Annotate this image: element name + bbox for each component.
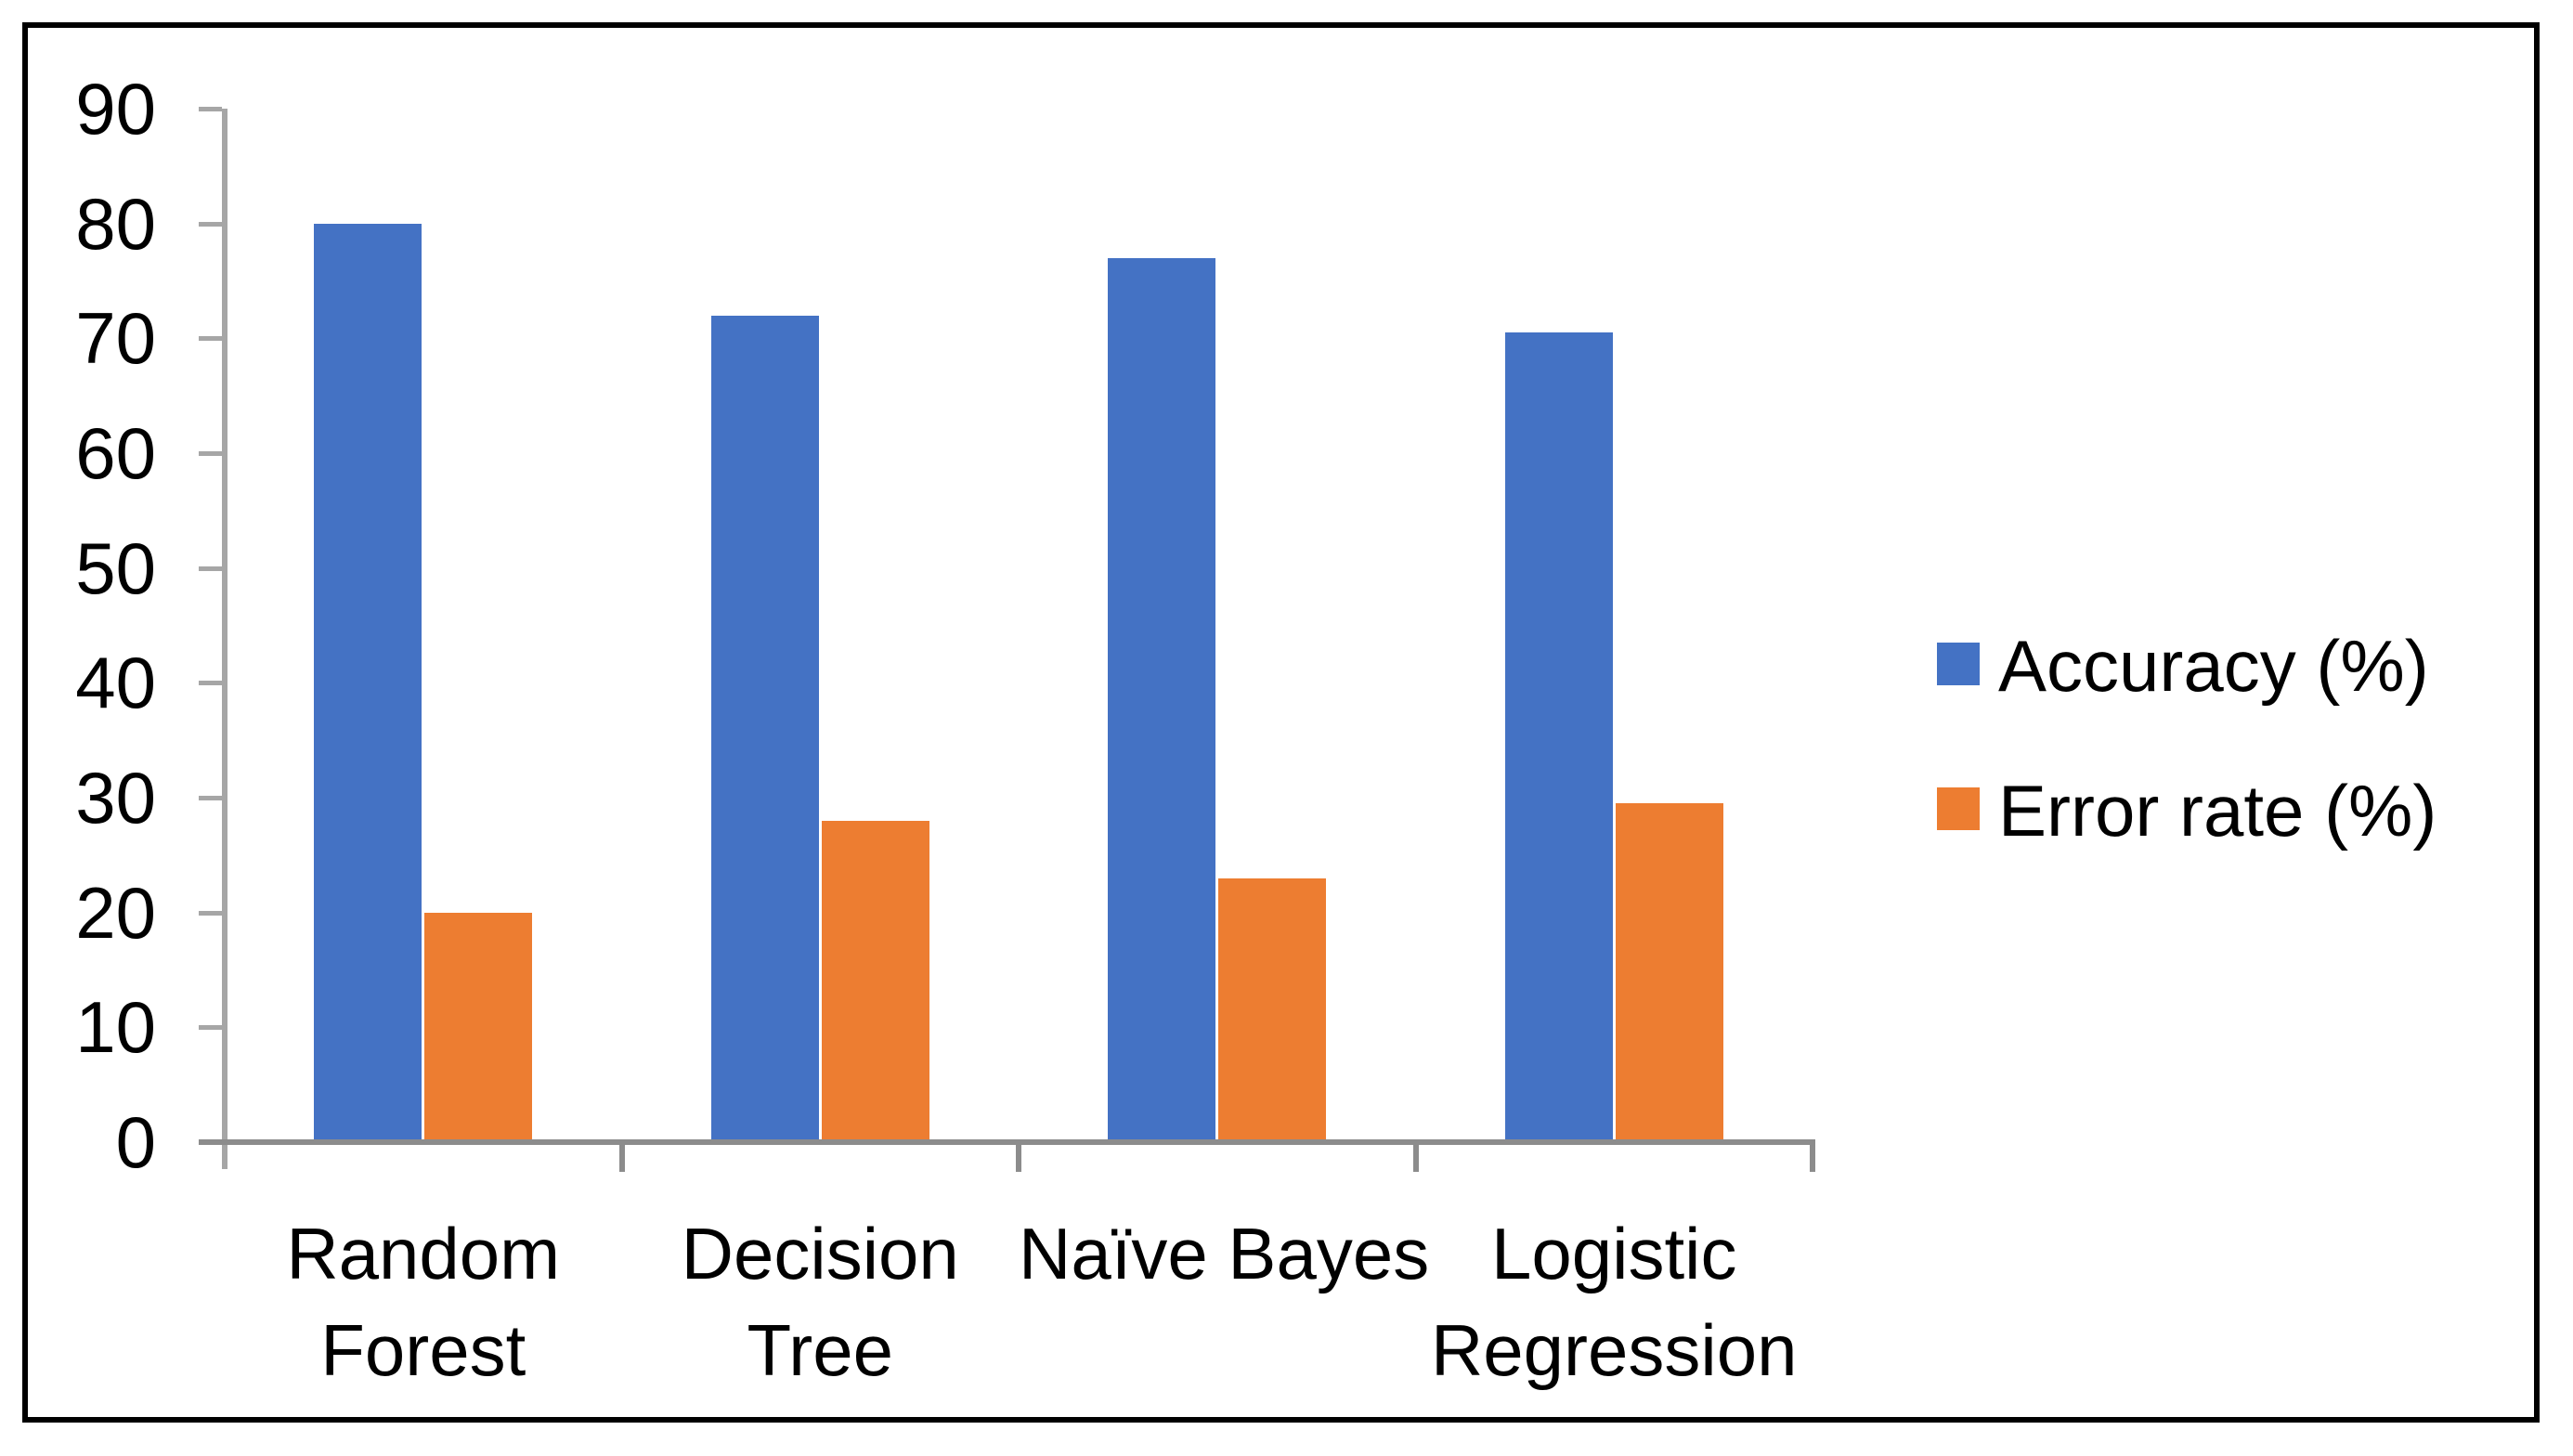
legend-label-accuracy: Accuracy (%) xyxy=(1998,625,2429,707)
chart-frame xyxy=(22,22,2540,1423)
category-label-line: Naïve Bayes xyxy=(1019,1213,1430,1294)
y-tick-label: 0 xyxy=(115,1101,156,1183)
y-axis-line xyxy=(222,109,227,1169)
legend-swatch-error-rate xyxy=(1937,787,1980,830)
y-tick-label: 70 xyxy=(75,297,156,380)
category-label-line: Decision xyxy=(681,1213,959,1294)
y-tick-label: 90 xyxy=(75,68,156,150)
category-label-decision-tree: Decision Tree xyxy=(622,1205,1020,1398)
bar-error-rate-decision-tree xyxy=(821,820,929,1139)
category-label-na-ve-bayes: Naïve Bayes xyxy=(1019,1205,1430,1302)
y-tick-label: 10 xyxy=(75,986,156,1069)
y-tick xyxy=(199,796,222,800)
y-tick xyxy=(199,681,222,686)
category-label-line: Random xyxy=(286,1213,561,1294)
y-tick xyxy=(199,221,222,227)
bar-error-rate-logistic-regression xyxy=(1615,803,1723,1139)
x-axis-tick xyxy=(618,1145,625,1172)
y-tick-label: 50 xyxy=(75,526,156,609)
category-label-random-forest: Random Forest xyxy=(225,1205,622,1398)
legend-label-error-rate: Error rate (%) xyxy=(1998,770,2437,852)
y-tick xyxy=(199,566,222,571)
category-label-line: Logistic xyxy=(1491,1213,1737,1294)
category-label-line: Regression xyxy=(1430,1309,1798,1391)
bar-error-rate-na-ve-bayes xyxy=(1218,878,1327,1139)
y-tick xyxy=(199,107,222,111)
y-tick-label: 40 xyxy=(75,642,156,724)
y-tick-label: 30 xyxy=(75,757,156,838)
bar-accuracy-na-ve-bayes xyxy=(1108,257,1216,1139)
category-label-logistic-regression: Logistic Regression xyxy=(1416,1205,1813,1398)
y-tick xyxy=(199,1025,222,1031)
bar-accuracy-logistic-regression xyxy=(1504,332,1613,1139)
y-tick xyxy=(199,336,222,342)
category-label-line: Forest xyxy=(320,1309,526,1391)
category-label-line: Tree xyxy=(747,1309,894,1391)
y-tick-label: 80 xyxy=(75,182,156,265)
legend-swatch-accuracy xyxy=(1937,643,1980,685)
x-axis-tick xyxy=(1810,1145,1815,1172)
bar-error-rate-random-forest xyxy=(424,912,533,1139)
x-axis-baseline xyxy=(199,1139,1815,1145)
y-tick-label: 60 xyxy=(75,412,156,494)
y-tick xyxy=(199,910,222,916)
y-tick-label: 20 xyxy=(75,871,156,954)
bar-accuracy-decision-tree xyxy=(710,315,819,1139)
y-tick xyxy=(199,451,222,456)
x-axis-tick xyxy=(1016,1145,1021,1172)
x-axis-tick xyxy=(1412,1145,1419,1172)
bar-accuracy-random-forest xyxy=(314,223,422,1139)
